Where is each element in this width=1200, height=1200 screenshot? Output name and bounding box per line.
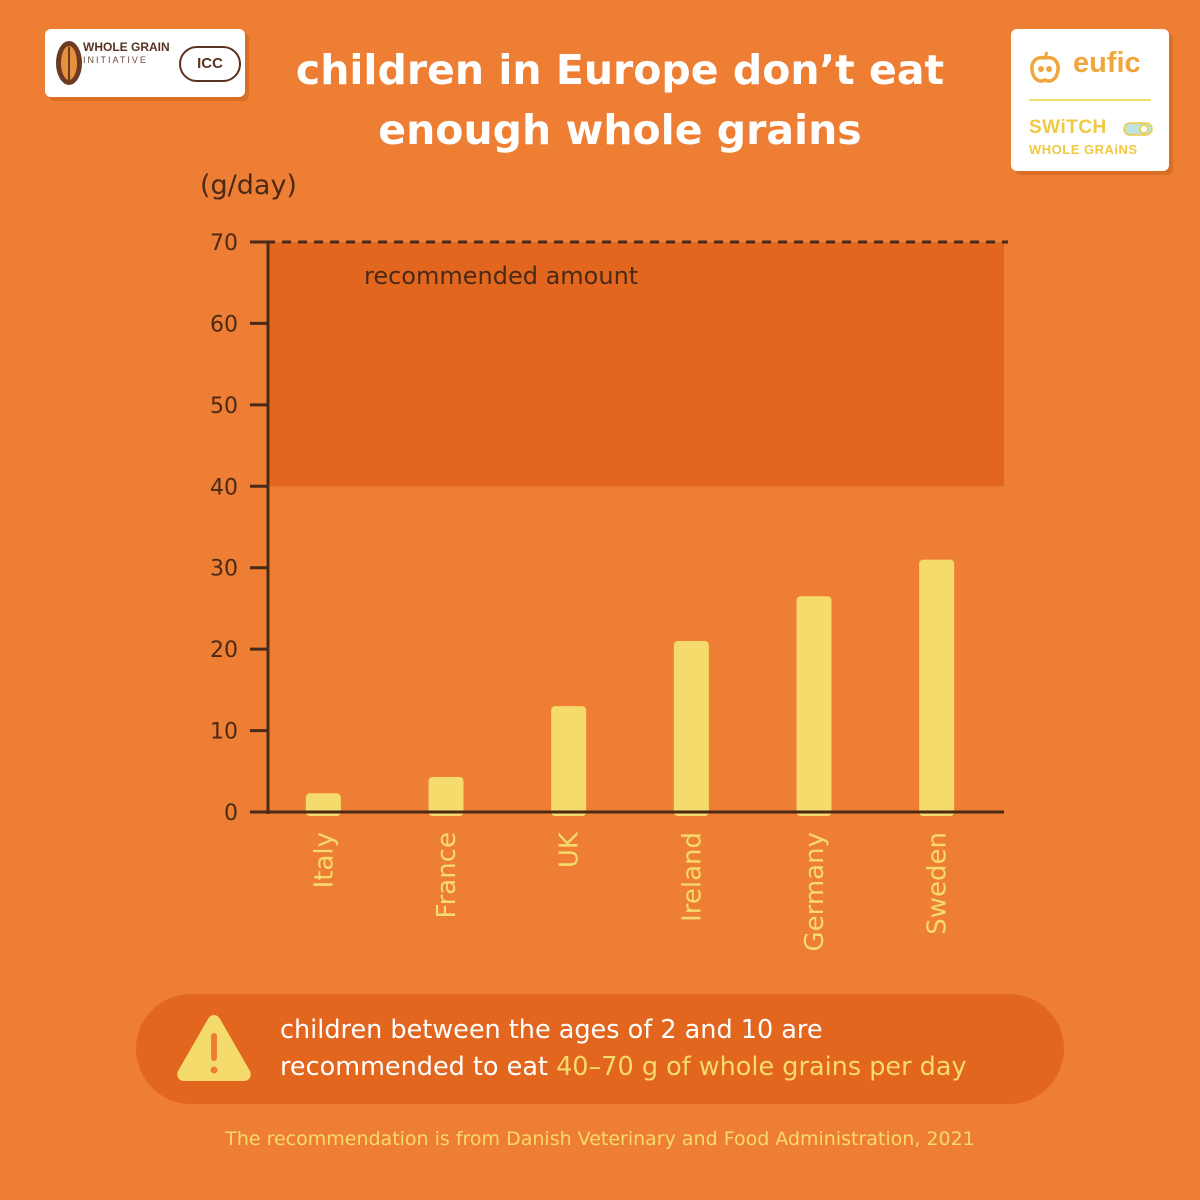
x-label-uk: UK [555, 831, 585, 868]
logo-divider [1029, 99, 1151, 101]
callout-highlight: 40–70 g of whole grains per day [556, 1052, 967, 1082]
title-line-2: enough whole grains [378, 106, 862, 154]
bar-france [428, 776, 464, 816]
logo-whole-grains-text: WHOLE GRAiNS [1029, 142, 1138, 157]
y-axis-ticks: 0 10 20 30 40 50 60 70 [210, 231, 268, 826]
toggle-switch-icon [1123, 122, 1153, 136]
y-tick-label: 20 [210, 638, 238, 663]
x-label-sweden: Sweden [923, 832, 953, 935]
recommendation-callout: children between the ages of 2 and 10 ar… [136, 994, 1064, 1104]
bar-germany [796, 596, 832, 816]
recommended-range-band [268, 242, 1004, 487]
callout-line-1: children between the ages of 2 and 10 ar… [280, 1015, 823, 1045]
title-line-1: children in Europe don’t eat [295, 46, 945, 94]
bar-ireland [673, 641, 709, 816]
grain-seed-icon [56, 41, 82, 85]
y-tick-label: 30 [210, 557, 238, 582]
bar-chart: recommended amount 0 10 20 30 40 50 60 70 Italy… [210, 231, 1008, 952]
y-tick-label: 70 [210, 231, 238, 256]
logo-icc-text: ICC [179, 46, 241, 82]
source-note: The recommendation is from Danish Veteri… [225, 1128, 975, 1150]
bar-sweden [919, 559, 955, 816]
y-tick-label: 60 [210, 312, 238, 337]
callout-line-2-prefix: recommended to eat [280, 1052, 557, 1082]
bar-italy [305, 793, 341, 816]
x-label-ireland: Ireland [677, 832, 707, 922]
logo-switch-text: SWiTCH [1029, 117, 1107, 138]
x-label-france: France [432, 832, 462, 918]
logo-initiative-text: INITIATIVE [83, 55, 148, 65]
x-axis-labels: Italy France UK Ireland Germany Sweden [309, 831, 952, 951]
x-label-germany: Germany [800, 832, 830, 952]
eufic-apple-icon [1030, 51, 1060, 83]
y-tick-label: 50 [210, 394, 238, 419]
logo-eufic-text: eufic [1073, 47, 1141, 79]
whole-grain-initiative-logo: WHOLE GRAIN INITIATIVE ICC [45, 29, 245, 97]
y-tick-label: 10 [210, 720, 238, 745]
warning-icon [177, 1015, 251, 1081]
y-tick-label: 40 [210, 475, 238, 500]
bars [305, 559, 955, 816]
x-label-italy: Italy [309, 832, 339, 888]
y-tick-label: 0 [224, 801, 238, 826]
y-axis-unit-label: (g/day) [200, 170, 297, 201]
eufic-switch-logo: eufic SWiTCH WHOLE GRAiNS [1011, 29, 1169, 171]
bar-uk [551, 706, 587, 816]
logo-whole-grain-text: WHOLE GRAIN [83, 40, 170, 54]
page-title: children in Europe don’t eat enough whol… [250, 40, 990, 160]
recommended-range-label: recommended amount [364, 262, 638, 290]
